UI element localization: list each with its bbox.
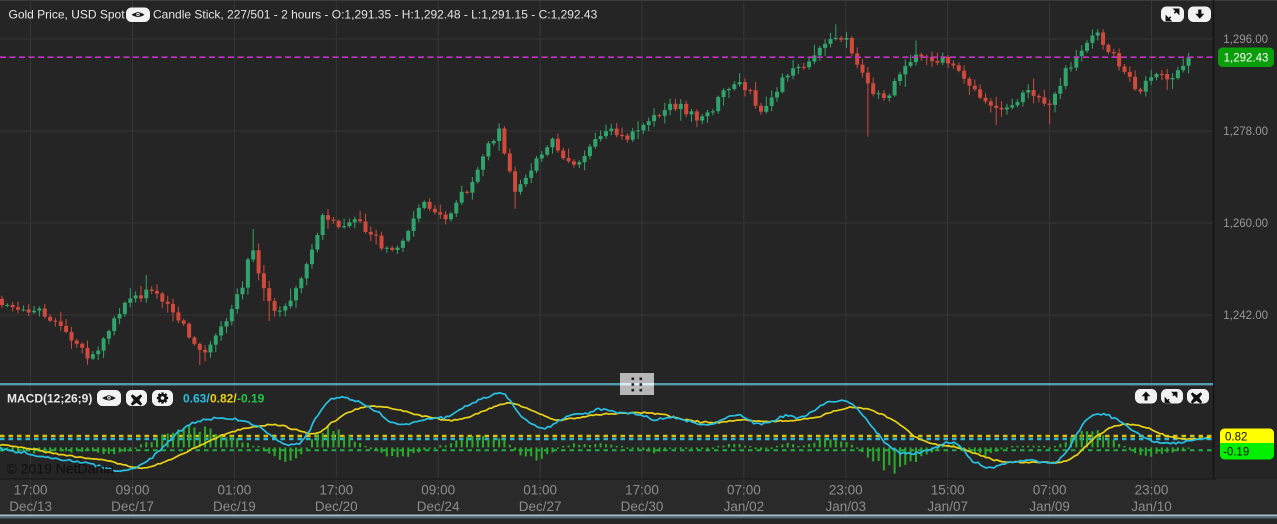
svg-text:17:00: 17:00 (319, 483, 353, 498)
svg-text:Jan/09: Jan/09 (1029, 499, 1070, 514)
svg-text:Dec/24: Dec/24 (417, 499, 460, 514)
svg-text:23:00: 23:00 (829, 483, 863, 498)
svg-text:1,296.00: 1,296.00 (1223, 34, 1268, 46)
svg-text:07:00: 07:00 (1033, 483, 1067, 498)
svg-text:Dec/19: Dec/19 (213, 499, 256, 514)
svg-text:1,260.00: 1,260.00 (1223, 218, 1268, 230)
svg-text:09:00: 09:00 (116, 483, 150, 498)
svg-text:Dec/27: Dec/27 (519, 499, 562, 514)
svg-text:Candle Stick, 227/501 - 2 hour: Candle Stick, 227/501 - 2 hours - O:1,29… (153, 8, 598, 22)
svg-text:09:00: 09:00 (421, 483, 455, 498)
svg-text:17:00: 17:00 (14, 483, 48, 498)
svg-text:01:00: 01:00 (523, 483, 557, 498)
svg-text:0.82: 0.82 (1225, 432, 1247, 444)
svg-text:Dec/30: Dec/30 (621, 499, 664, 514)
svg-text:1,278.00: 1,278.00 (1223, 126, 1268, 138)
svg-text:07:00: 07:00 (727, 483, 761, 498)
svg-text:0.82/: 0.82/ (210, 392, 237, 406)
svg-text:Dec/17: Dec/17 (111, 499, 154, 514)
svg-text:Jan/02: Jan/02 (724, 499, 765, 514)
svg-text:MACD(12;26;9): MACD(12;26;9) (7, 392, 92, 406)
svg-text:0.63/: 0.63/ (183, 392, 210, 406)
svg-text:Dec/13: Dec/13 (9, 499, 52, 514)
svg-text:Jan/07: Jan/07 (927, 499, 968, 514)
svg-text:Gold Price, USD Spot: Gold Price, USD Spot (9, 8, 126, 22)
svg-text:1,292.43: 1,292.43 (1224, 53, 1269, 65)
svg-text:1,242.00: 1,242.00 (1223, 310, 1268, 322)
svg-text:-0.19: -0.19 (1223, 447, 1249, 459)
svg-text:15:00: 15:00 (931, 483, 965, 498)
svg-text:Jan/10: Jan/10 (1131, 499, 1172, 514)
svg-text:01:00: 01:00 (218, 483, 252, 498)
svg-text:Dec/20: Dec/20 (315, 499, 358, 514)
svg-text:© 2019 NetDania: © 2019 NetDania (7, 461, 115, 477)
svg-text:17:00: 17:00 (625, 483, 659, 498)
svg-text:23:00: 23:00 (1135, 483, 1169, 498)
svg-text:-0.19: -0.19 (237, 392, 265, 406)
svg-text:Jan/03: Jan/03 (826, 499, 867, 514)
